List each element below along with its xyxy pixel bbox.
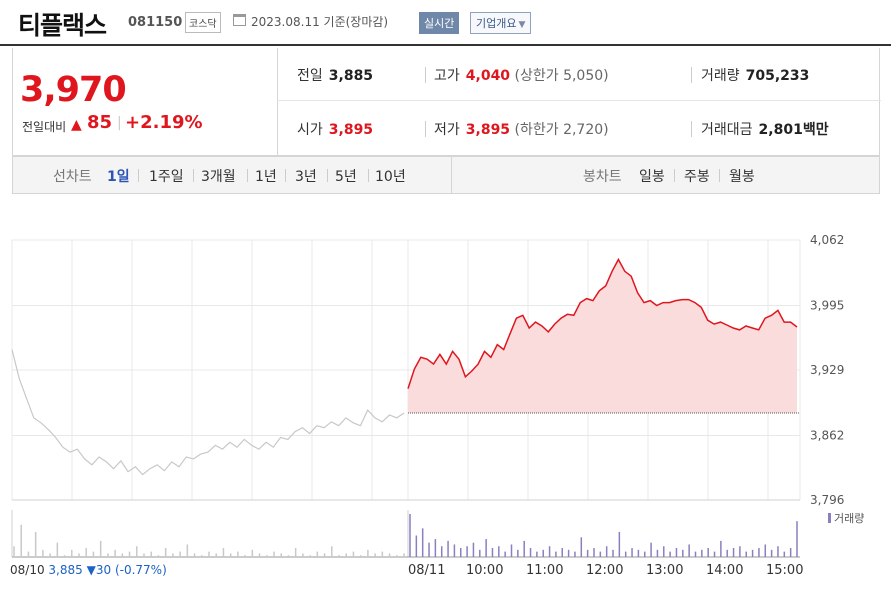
down-arrow-icon: ▼ xyxy=(86,563,96,577)
price-chart[interactable]: 4,062 3,995 3,929 3,862 3,796 xyxy=(0,195,891,560)
stock-code: 081150 xyxy=(128,15,183,30)
x-tick-label: 14:00 xyxy=(706,563,744,578)
tab-daily[interactable]: 일봉 xyxy=(639,169,665,185)
prev-rate: (-0.77%) xyxy=(114,563,167,577)
current-price: 3,970 xyxy=(20,70,127,110)
high-value: 4,040 xyxy=(465,68,511,84)
volume-value: 705,233 xyxy=(745,68,810,84)
tab-1day[interactable]: 1일 xyxy=(107,169,130,185)
volume-legend: 거래량 xyxy=(828,510,864,526)
chevron-down-icon: ▼ xyxy=(518,20,526,30)
lower-limit: (하한가 2,720) xyxy=(514,122,609,138)
prev-close-cell: 전일 3,885 xyxy=(297,65,373,85)
x-tick-label: 15:00 xyxy=(766,563,804,578)
prev-close: 3,885 xyxy=(48,563,83,577)
tab-separator xyxy=(327,169,328,182)
tab-5year[interactable]: 5년 xyxy=(335,169,357,185)
diff-label: 전일대비 xyxy=(22,120,67,134)
stock-header: 티플랙스 081150 코스닥 2023.08.11 기준(장마감) 실시간 기… xyxy=(0,0,891,46)
tab-separator xyxy=(247,169,248,182)
amount-cell: 거래대금 2,801백만 xyxy=(701,119,829,139)
low-value: 3,895 xyxy=(465,122,511,138)
stock-name: 티플랙스 xyxy=(18,11,107,40)
open-value: 3,895 xyxy=(328,122,374,138)
open-label: 시가 xyxy=(297,122,323,138)
prev-day-info: 08/10 3,885 ▼30 (-0.77%) xyxy=(10,563,167,577)
y-tick-label: 3,929 xyxy=(810,363,844,377)
quote-panel: 3,970 전일대비 ▲ 85 | +2.19% 전일 3,885 고가 4,040… xyxy=(12,48,881,156)
tab-separator xyxy=(138,169,139,182)
tab-weekly[interactable]: 주봉 xyxy=(684,169,710,185)
tab-1week[interactable]: 1주일 xyxy=(149,169,184,185)
cell-separator xyxy=(691,67,692,83)
upper-limit: (상한가 5,050) xyxy=(514,68,609,84)
tab-separator xyxy=(193,169,194,182)
diff-separator: | xyxy=(117,115,122,131)
candle-chart-title: 봉차트 xyxy=(583,169,622,185)
date-text: 2023.08.11 xyxy=(251,15,320,29)
tab-separator xyxy=(285,169,286,182)
prev-date: 08/10 xyxy=(10,563,45,577)
amount-unit: 백만 xyxy=(802,122,829,138)
tabs-divider xyxy=(451,157,452,193)
up-arrow-icon: ▲ xyxy=(71,117,82,133)
line-chart-title: 선차트 xyxy=(53,169,92,185)
x-tick-label: 11:00 xyxy=(526,563,564,578)
x-tick-label: 10:00 xyxy=(466,563,504,578)
prev-close-value: 3,885 xyxy=(328,68,374,84)
tab-1year[interactable]: 1년 xyxy=(255,169,277,185)
quote-row-divider xyxy=(277,100,881,101)
tab-monthly[interactable]: 월봉 xyxy=(729,169,755,185)
y-tick-label: 3,995 xyxy=(810,298,844,312)
open-cell: 시가 3,895 xyxy=(297,119,373,139)
prev-diff: 30 xyxy=(95,563,112,577)
today-area-fill xyxy=(408,259,797,413)
y-tick-label: 3,796 xyxy=(810,493,844,507)
company-overview-button[interactable]: 기업개요 ▼ xyxy=(470,12,532,34)
y-tick-label: 4,062 xyxy=(810,233,844,247)
low-label: 저가 xyxy=(434,122,460,138)
amount-value: 2,801 xyxy=(758,122,803,138)
low-cell: 저가 3,895 (하한가 2,720) xyxy=(434,119,609,139)
volume-cell: 거래량 705,233 xyxy=(701,65,809,85)
tab-separator xyxy=(368,169,369,182)
cell-separator xyxy=(691,121,692,137)
tab-3month[interactable]: 3개월 xyxy=(201,169,236,185)
cell-separator xyxy=(425,67,426,83)
price-diff: 85 xyxy=(87,112,113,133)
high-label: 고가 xyxy=(434,68,460,84)
prev-close-label: 전일 xyxy=(297,68,323,84)
company-overview-label: 기업개요 xyxy=(476,17,517,30)
basis-date: 2023.08.11 기준(장마감) xyxy=(251,13,388,30)
x-tick-label: 08/11 xyxy=(408,563,446,578)
volume-swatch xyxy=(828,513,831,523)
chart-tabs: 선차트 1일 1주일 3개월 1년 3년 5년 10년 봉차트 일봉 주봉 월봉 xyxy=(12,156,880,194)
today-price-line xyxy=(407,257,798,389)
prev-day-line xyxy=(11,349,405,476)
tab-separator xyxy=(719,169,720,182)
x-tick-label: 12:00 xyxy=(586,563,624,578)
high-cell: 고가 4,040 (상한가 5,050) xyxy=(434,65,609,85)
basis-text: 기준(장마감) xyxy=(323,15,389,29)
tab-separator xyxy=(674,169,675,182)
market-badge: 코스닥 xyxy=(185,12,221,33)
y-tick-label: 3,862 xyxy=(810,428,844,442)
cell-separator xyxy=(425,121,426,137)
volume-label: 거래량 xyxy=(701,68,740,84)
change-rate: +2.19% xyxy=(125,112,203,133)
volume-legend-label: 거래량 xyxy=(834,512,865,525)
quote-divider xyxy=(277,48,278,156)
realtime-button[interactable]: 실시간 xyxy=(419,12,460,34)
x-tick-label: 13:00 xyxy=(646,563,684,578)
amount-label: 거래대금 xyxy=(701,122,753,138)
calendar-icon xyxy=(233,14,246,26)
tab-10year[interactable]: 10년 xyxy=(375,169,406,185)
tab-3year[interactable]: 3년 xyxy=(295,169,317,185)
